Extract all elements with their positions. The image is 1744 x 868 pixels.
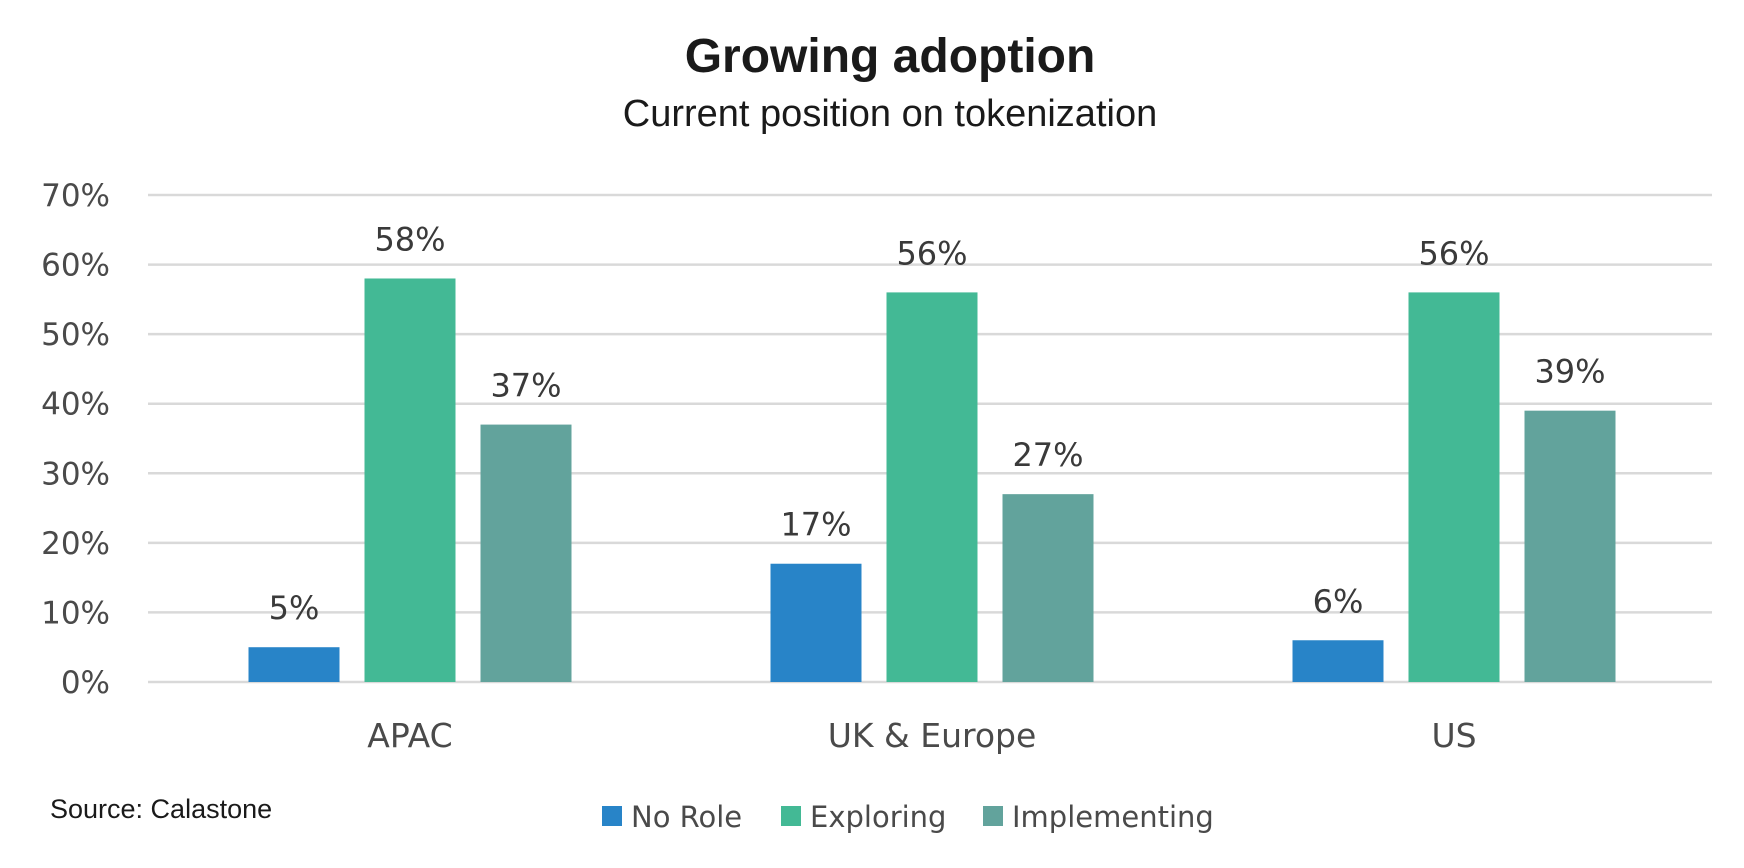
bars bbox=[248, 278, 1616, 682]
data-labels: 5% 58% 37% 17% 56% 27% 6% 56% 39% bbox=[269, 220, 1606, 627]
data-label: 27% bbox=[1012, 436, 1083, 474]
legend-swatch bbox=[781, 806, 801, 826]
legend-label: No Role bbox=[631, 800, 742, 834]
bar-exploring bbox=[364, 278, 456, 682]
legend: No Role Exploring Implementing bbox=[602, 800, 1214, 834]
y-tick-label: 0% bbox=[61, 665, 110, 701]
bar-no-role bbox=[770, 563, 862, 682]
data-label: 17% bbox=[780, 506, 851, 544]
data-label: 56% bbox=[896, 234, 967, 272]
y-tick-label: 70% bbox=[41, 178, 110, 214]
bar-implementing bbox=[1524, 410, 1616, 682]
chart-subtitle: Current position on tokenization bbox=[623, 93, 1157, 135]
legend-swatch bbox=[983, 806, 1003, 826]
data-label: 5% bbox=[269, 589, 320, 627]
data-label: 39% bbox=[1534, 353, 1605, 391]
source-note: Source: Calastone bbox=[50, 794, 272, 824]
data-label: 37% bbox=[490, 367, 561, 405]
legend-label: Implementing bbox=[1012, 800, 1214, 834]
y-tick-label: 40% bbox=[41, 387, 110, 423]
y-tick-label: 10% bbox=[41, 595, 110, 631]
data-label: 6% bbox=[1313, 582, 1364, 620]
data-label: 56% bbox=[1418, 234, 1489, 272]
legend-swatch bbox=[602, 806, 622, 826]
bar-implementing bbox=[1002, 494, 1094, 682]
bar-exploring bbox=[886, 292, 978, 682]
bar-no-role bbox=[1292, 640, 1384, 682]
bar-exploring bbox=[1408, 292, 1500, 682]
y-tick-label: 60% bbox=[41, 248, 110, 284]
y-tick-label: 20% bbox=[41, 526, 110, 562]
x-category-label: APAC bbox=[367, 716, 452, 755]
chart-title: Growing adoption bbox=[685, 30, 1096, 83]
y-axis-ticks: 0% 10% 20% 30% 40% 50% 60% 70% bbox=[41, 178, 110, 701]
y-tick-label: 30% bbox=[41, 456, 110, 492]
x-axis-categories: APAC UK & Europe US bbox=[367, 716, 1476, 755]
x-category-label: US bbox=[1431, 716, 1476, 755]
bar-implementing bbox=[480, 424, 572, 682]
data-label: 58% bbox=[374, 220, 445, 258]
bar-no-role bbox=[248, 647, 340, 682]
y-tick-label: 50% bbox=[41, 317, 110, 353]
legend-label: Exploring bbox=[810, 800, 946, 834]
x-category-label: UK & Europe bbox=[828, 716, 1037, 755]
